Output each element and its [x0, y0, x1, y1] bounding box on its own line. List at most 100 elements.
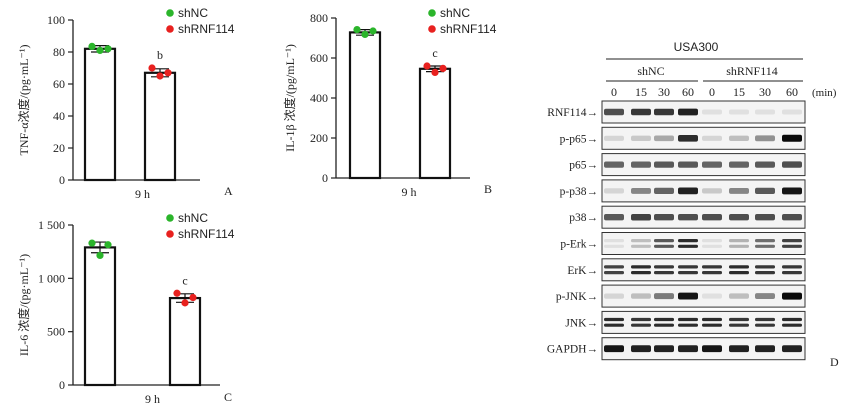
- blot-band: [782, 187, 802, 195]
- blot-band: [782, 239, 802, 243]
- blot-band: [702, 244, 722, 248]
- y-tick-label: 60: [53, 77, 65, 91]
- legend-marker: [166, 9, 174, 17]
- blot-band: [729, 345, 749, 353]
- blot-band: [654, 345, 674, 353]
- bar-shRNF114: [143, 71, 177, 182]
- blot-band: [604, 135, 624, 141]
- blot-band: [678, 239, 698, 243]
- panel-letter: A: [224, 184, 233, 198]
- data-point: [104, 241, 112, 249]
- data-point: [96, 46, 104, 55]
- y-tick-label: 80: [53, 45, 65, 59]
- blot-band: [631, 239, 651, 243]
- blot-band: [604, 239, 624, 243]
- data-point: [164, 69, 172, 77]
- legend-label: shRNF114: [178, 227, 235, 241]
- blot-band: [702, 239, 722, 243]
- data-point: [369, 27, 377, 35]
- blot-band: [729, 135, 749, 141]
- y-tick-label: 600: [310, 51, 328, 65]
- blot-band: [702, 188, 722, 194]
- blot-band: [755, 109, 775, 115]
- blot-band: [729, 293, 749, 299]
- x-axis-label: 9 h: [402, 185, 417, 199]
- blot-band: [604, 317, 624, 322]
- y-axis-label: IL-1β 浓度/(pg/mL⁻¹): [282, 44, 297, 152]
- data-point: [104, 45, 112, 53]
- blot-band: [702, 265, 722, 269]
- bar-shNC: [348, 31, 382, 180]
- blot-band: [678, 292, 698, 300]
- group-label: shNC: [637, 64, 664, 78]
- panel-letter: D: [830, 355, 839, 369]
- blot-band: [782, 134, 802, 142]
- blot-band: [631, 317, 651, 322]
- blot-band: [678, 108, 698, 116]
- y-tick-label: 20: [53, 141, 65, 155]
- blot-row-frame: [601, 310, 806, 334]
- blot-band: [782, 345, 802, 353]
- blot-band: [702, 271, 722, 275]
- data-point: [156, 72, 164, 80]
- data-point: [431, 68, 439, 76]
- blot-row-frame: [601, 232, 806, 255]
- y-axis-label: IL-6 浓度/(pg·mL⁻¹): [16, 254, 31, 356]
- blot-band: [702, 214, 722, 221]
- blot-row-label: p-p65→: [560, 133, 598, 145]
- blot-band: [755, 135, 775, 142]
- y-tick-label: 0: [322, 171, 328, 185]
- blot-band: [631, 271, 651, 275]
- data-point: [361, 30, 369, 38]
- blot-band: [782, 244, 802, 248]
- blot-band: [654, 108, 674, 116]
- chart-panel-c: 0 500 1 000 1 500 9 h IL-6 浓度/(pg·mL⁻¹) c shNC s…: [16, 211, 235, 406]
- y-tick-label: 100: [47, 13, 65, 27]
- legend-label: shRNF114: [440, 22, 497, 36]
- blot-band: [604, 265, 624, 269]
- y-tick-label: 1 000: [38, 271, 65, 285]
- blot-band: [702, 323, 722, 327]
- y-tick-label: 800: [310, 11, 328, 25]
- chart-panel-b: 0 200 400 600 800 9 h IL-1β 浓度/(pg/mL⁻¹) c shNC s…: [282, 6, 497, 199]
- blot-band: [702, 293, 722, 299]
- timepoint-label: 0: [709, 85, 715, 99]
- blot-band: [678, 161, 698, 168]
- blot-band: [729, 271, 749, 275]
- blot-band: [678, 271, 698, 275]
- blot-band: [678, 134, 698, 142]
- blot-band: [782, 317, 802, 322]
- timepoint-label: 30: [759, 85, 771, 99]
- blot-band: [631, 187, 651, 194]
- blot-band: [702, 135, 722, 141]
- blot-band: [654, 244, 674, 248]
- blot-band: [654, 187, 674, 194]
- blot-band: [631, 244, 651, 248]
- blot-band: [729, 239, 749, 243]
- blot-band: [654, 239, 674, 243]
- blot-band: [755, 214, 775, 221]
- legend-marker: [166, 25, 174, 33]
- blot-band: [654, 271, 674, 275]
- blot-band: [654, 323, 674, 327]
- timepoint-label: 30: [658, 85, 670, 99]
- bar-shNC: [83, 47, 117, 182]
- blot-band: [755, 293, 775, 300]
- blot-row-label: p-Erk→: [560, 239, 598, 251]
- blot-band: [604, 244, 624, 248]
- significance-label: c: [182, 273, 187, 287]
- timepoint-label: 15: [635, 85, 647, 99]
- blot-band: [654, 161, 674, 168]
- blot-band: [678, 187, 698, 195]
- data-point: [96, 251, 104, 259]
- y-tick-label: 500: [47, 325, 65, 339]
- x-axis-label: 9 h: [135, 187, 150, 201]
- legend-marker: [428, 25, 436, 33]
- group-label: shRNF114: [726, 64, 778, 78]
- blot-band: [604, 108, 624, 116]
- blot-band: [631, 108, 651, 116]
- data-point: [148, 64, 156, 72]
- y-tick-label: 0: [59, 378, 65, 392]
- y-tick-label: 0: [59, 173, 65, 187]
- blot-band: [604, 271, 624, 275]
